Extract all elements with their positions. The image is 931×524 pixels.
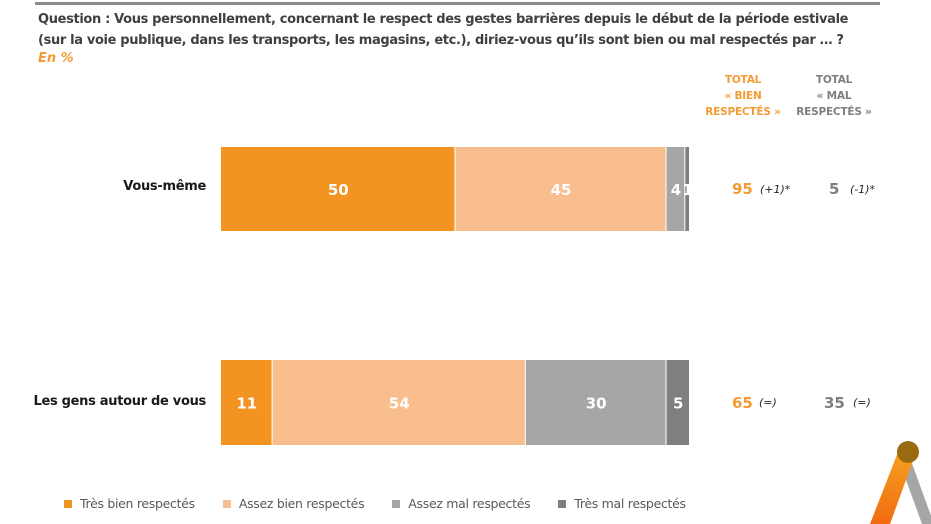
total-bien-value: 65 (732, 394, 753, 412)
bar-value-label: 30 (586, 395, 607, 413)
legend-swatch (64, 499, 72, 508)
legend-swatch (222, 499, 231, 508)
legend-item: Très mal respectés (558, 496, 686, 511)
bar-segment-assez-mal (525, 360, 666, 445)
unit-label: En % (38, 51, 74, 66)
column-header-line: RESPECTÉS » (705, 106, 781, 118)
bar-segment-tres-bien (221, 147, 455, 231)
column-header-line: TOTAL (815, 74, 853, 86)
legend-label: Très mal respectés (574, 496, 686, 511)
top-rule (35, 2, 880, 5)
chart-title: Question : Vous personnellement, concern… (38, 12, 849, 48)
bar-segment-assez-mal (666, 147, 685, 231)
total-mal-value: 35 (824, 394, 845, 412)
bar-segment-tres-bien (221, 360, 272, 445)
legend-label: Très bien respectés (80, 496, 195, 511)
legend-label: Assez mal respectés (408, 496, 531, 511)
category-label: Les gens autour de vous (33, 394, 206, 409)
bar-value-label: 50 (328, 181, 349, 199)
bar-segment-assez-bien (272, 360, 525, 445)
total-mal-delta: (=) (853, 396, 871, 409)
bar-value-label: 4 (671, 181, 681, 199)
column-header-total-bien: TOTAL « BIEN RESPECTÉS » (698, 72, 788, 120)
bar-segment-tres-mal (666, 360, 689, 445)
category-label: Vous-même (123, 179, 206, 194)
total-bien-delta: (=) (759, 396, 777, 409)
legend-item: Assez bien respectés (222, 496, 365, 511)
bar-value-label: 11 (236, 395, 257, 413)
bar-value-label: 54 (389, 395, 410, 413)
legend-item: Assez mal respectés (392, 496, 531, 511)
column-header-line: RESPECTÉS » (796, 106, 872, 118)
legend: Très bien respectés Assez bien respectés… (64, 496, 714, 511)
legend-swatch (392, 499, 401, 508)
brand-logo-icon (870, 441, 931, 524)
bar-segment-assez-bien (455, 147, 666, 231)
bar-segment-tres-mal (685, 147, 689, 231)
column-header-total-mal: TOTAL « MAL RESPECTÉS » (789, 72, 879, 120)
column-header-line: TOTAL (724, 74, 762, 86)
total-mal-delta: (-1)* (850, 183, 876, 196)
column-header-line: « MAL (816, 90, 852, 102)
bar-value-label: 1 (682, 181, 692, 199)
total-mal-value: 5 (829, 180, 840, 198)
column-header-line: « BIEN (724, 90, 762, 102)
total-bien-delta: (+1)* (760, 183, 791, 196)
total-bien-value: 95 (732, 180, 753, 198)
legend-item: Très bien respectés (64, 496, 195, 511)
legend-swatch (558, 499, 567, 508)
bar-value-label: 45 (551, 181, 572, 199)
bar-value-label: 5 (673, 395, 683, 413)
legend-label: Assez bien respectés (238, 496, 365, 511)
